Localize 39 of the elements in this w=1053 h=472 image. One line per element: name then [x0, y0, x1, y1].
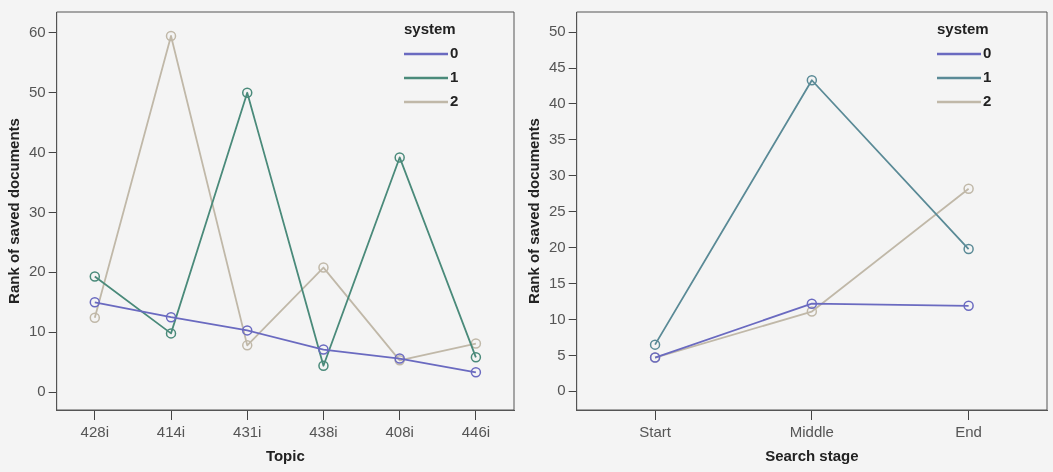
x-tick-label: 408i [385, 423, 414, 441]
y-tick-label: 5 [557, 345, 566, 363]
y-tick-label: 20 [29, 262, 46, 280]
y-tick-label: 45 [549, 58, 566, 76]
y-tick-label: 0 [37, 382, 46, 400]
legend-label: 0 [983, 44, 992, 62]
x-tick-label: 414i [156, 423, 186, 441]
y-tick-label: 40 [29, 142, 46, 160]
legend-label: 1 [983, 68, 992, 86]
x-tick-label: Start [639, 423, 672, 441]
legend-label: 0 [450, 44, 459, 62]
x-tick-label: Middle [789, 423, 834, 441]
y-tick-label: 10 [29, 322, 46, 340]
y-tick-label: 0 [557, 381, 566, 399]
y-tick-label: 10 [549, 309, 566, 327]
y-tick-label: 50 [549, 22, 566, 40]
x-tick-label: End [955, 423, 982, 441]
legend-label: 2 [450, 92, 459, 110]
legend-label: 2 [983, 92, 992, 110]
y-axis-title: Rank of saved documents [5, 118, 23, 304]
x-tick-label: 446i [461, 423, 491, 441]
x-tick-label: 438i [309, 423, 338, 441]
legend-label: 1 [450, 68, 459, 86]
x-axis-title: Search stage [765, 447, 859, 465]
y-tick-label: 40 [549, 94, 566, 112]
x-tick-label: 428i [80, 423, 109, 441]
y-tick-label: 60 [29, 23, 46, 41]
y-tick-label: 50 [29, 82, 46, 100]
legend-title: system [937, 20, 989, 38]
y-tick-label: 30 [29, 202, 46, 220]
legend-title: system [404, 20, 456, 38]
x-axis-title: Topic [265, 447, 305, 465]
y-tick-label: 35 [549, 130, 566, 148]
y-tick-label: 15 [549, 273, 566, 291]
x-tick-label: 431i [233, 423, 262, 441]
y-tick-label: 25 [549, 201, 566, 219]
y-tick-label: 20 [549, 237, 566, 255]
y-tick-label: 30 [549, 165, 566, 183]
y-axis-title: Rank of saved documents [525, 118, 543, 304]
